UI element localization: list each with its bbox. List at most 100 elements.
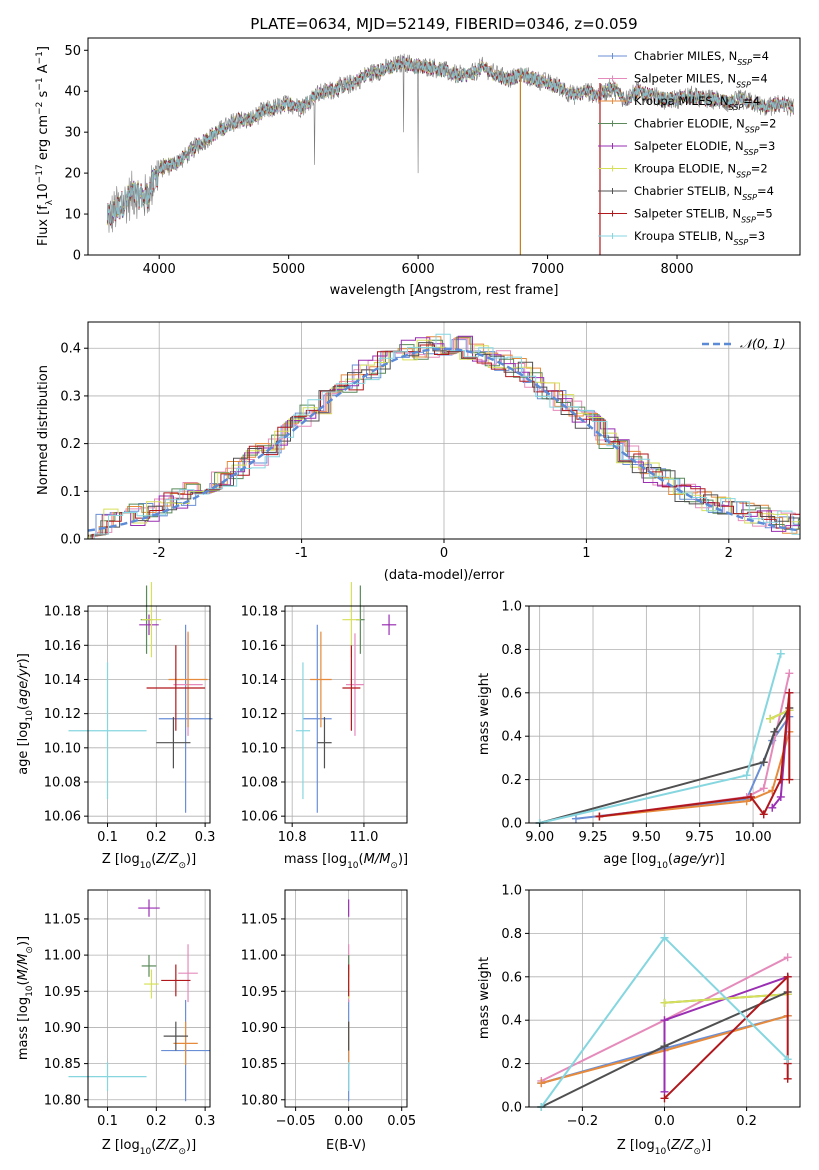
y-tick-label: 0.0 [60, 533, 81, 548]
x-tick-label: 10.8 [278, 830, 307, 845]
x-tick-label: −0.05 [276, 1114, 316, 1129]
normal-reference-curve [88, 347, 800, 532]
x-axis-label: age [log10(age/yr)] [603, 852, 725, 871]
y-axis-label: mass weight [477, 957, 492, 1039]
y-tick-label: 10.16 [44, 639, 81, 654]
axes-spectrum: 4000 5000 6000 7000 8000 0 10 20 30 40 50 wavelengt… [35, 37, 801, 298]
legend-entry: Chabrier ELODIE, NSSP=2 [634, 117, 776, 135]
x-axis-label: wavelength [Angstrom, rest frame] [330, 283, 559, 298]
y-tick-label: 10.85 [241, 1057, 278, 1072]
y-tick-label: 10.08 [241, 775, 278, 790]
weight-line-salpeter-stelib [599, 692, 791, 818]
histogram-salpeter-miles [88, 338, 800, 537]
y-tick-label: 10.85 [44, 1057, 81, 1072]
y-tick-label: 10.12 [44, 707, 81, 722]
weight-marker [783, 953, 792, 962]
legend-marker [609, 165, 616, 172]
x-tick-label: 0.2 [146, 1114, 167, 1129]
y-axis-label: Normed distribution [36, 365, 51, 495]
x-tick-label: 9.25 [579, 830, 608, 845]
weight-line-kroupa-miles [599, 731, 791, 818]
y-tick-label: 0.0 [501, 1101, 522, 1116]
x-tick-label: 0.2 [146, 830, 167, 845]
x-axis-label: Z [log10(Z/Z⊙)] [102, 1138, 196, 1157]
y-tick-label: 0.8 [501, 927, 522, 942]
y-tick-label: 10.14 [44, 673, 81, 688]
y-tick-label: 50 [64, 44, 81, 59]
legend-marker [609, 53, 616, 59]
legend-marker [609, 233, 616, 239]
x-axis-label: mass [log10(M/M⊙)] [284, 852, 408, 871]
y-tick-label: 0.0 [501, 817, 522, 832]
plot-area-residuals [88, 333, 800, 539]
x-tick-label: -2 [153, 546, 166, 561]
x-tick-label: 0.1 [97, 1114, 118, 1129]
axes-frame [87, 37, 801, 256]
x-tick-label: 1 [582, 546, 590, 561]
x-tick-label: 9.00 [525, 830, 554, 845]
y-tick-label: 10.08 [44, 775, 81, 790]
legend-marker [609, 188, 616, 194]
y-tick-label: 0.4 [60, 342, 81, 357]
y-tick-label: 10.80 [241, 1093, 278, 1108]
legend-entry: Kroupa STELIB, NSSP=3 [634, 229, 765, 247]
histogram-chabrier-elodie [88, 336, 800, 536]
y-tick-label: 10.10 [44, 741, 81, 756]
weight-marker [785, 669, 794, 678]
y-tick-label: 10.06 [241, 810, 278, 825]
figure-title: PLATE=0634, MJD=52149, FIBERID=0346, z=0… [250, 15, 637, 33]
y-tick-label: 10.10 [241, 741, 278, 756]
axes-frame [87, 605, 211, 824]
plot-area-age_vs_mass [295, 582, 397, 813]
y-tick-label: 10 [64, 208, 81, 223]
weight-marker [660, 1094, 669, 1103]
x-tick-label: 8000 [660, 262, 693, 277]
weight-marker [571, 814, 580, 823]
y-tick-label: 0.3 [60, 389, 81, 404]
x-tick-label: 7000 [531, 262, 564, 277]
axes-frame [528, 605, 801, 824]
y-tick-label: 0 [73, 249, 81, 264]
weight-marker [660, 933, 669, 942]
x-tick-label: 0.00 [334, 1114, 363, 1129]
legend-entry: Salpeter STELIB, NSSP=5 [634, 207, 773, 225]
legend-marker [609, 98, 616, 104]
y-tick-label: 0.4 [501, 730, 522, 745]
y-tick-label: 10.06 [44, 810, 81, 825]
y-tick-label: 1.0 [501, 884, 522, 899]
x-tick-label: 11.0 [349, 830, 378, 845]
legend-entry: Chabrier STELIB, NSSP=4 [634, 184, 774, 202]
x-tick-label: 0.0 [654, 1114, 675, 1129]
model-line-kroupa-stelib [106, 57, 794, 224]
x-tick-label: 0.3 [195, 830, 216, 845]
y-tick-label: 20 [64, 167, 81, 182]
weight-marker [785, 775, 794, 784]
axes-mass_vs_ebv: −0.05 0.00 0.05 10.80 10.85 10.90 10.95 11.00 11… [241, 889, 416, 1153]
weight-marker [660, 998, 669, 1007]
weight-marker [783, 972, 792, 981]
y-tick-label: 10.18 [44, 605, 81, 620]
y-tick-label: 0.2 [60, 437, 81, 452]
weight-marker [785, 688, 794, 697]
legend-entry: Salpeter MILES, NSSP=4 [634, 72, 768, 90]
weight-line-chabrier-miles [575, 716, 791, 820]
weight-marker [783, 1074, 792, 1083]
y-axis-label: mass [log10(M/M⊙)] [16, 936, 35, 1060]
weight-marker [759, 810, 768, 819]
y-tick-label: 10.14 [241, 673, 278, 688]
y-tick-label: 11.05 [241, 912, 278, 927]
axes-age_vs_Z: 0.1 0.2 0.3 10.06 10.08 10.10 10.12 10.14 10.16 1… [16, 582, 215, 871]
histogram-salpeter-stelib [92, 344, 800, 539]
y-tick-label: 10.80 [44, 1093, 81, 1108]
y-tick-label: 40 [64, 85, 81, 100]
plot-area-spectrum [106, 53, 794, 255]
y-tick-label: 11.00 [241, 949, 278, 964]
y-tick-label: 0.8 [501, 643, 522, 658]
x-tick-label: 4000 [143, 262, 176, 277]
y-axis-label: age [log10(age/yr)] [16, 653, 35, 775]
y-tick-label: 10.16 [241, 639, 278, 654]
y-tick-label: 10.95 [44, 985, 81, 1000]
weight-marker [770, 727, 779, 736]
plot-area-mass_weight_vs_Z [537, 933, 792, 1111]
